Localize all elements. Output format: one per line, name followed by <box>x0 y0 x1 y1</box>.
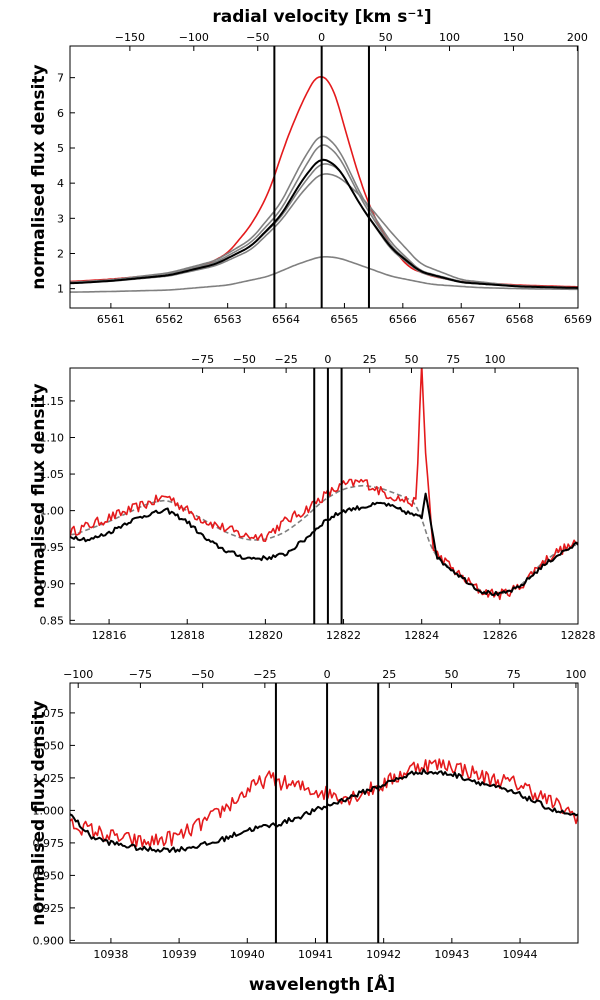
x-tick-label: 6566 <box>389 313 417 326</box>
velocity-tick-label: 25 <box>363 353 377 366</box>
plot-area <box>70 758 578 853</box>
x-tick-label: 12816 <box>92 629 127 642</box>
y-tick-label: 1.025 <box>33 772 65 785</box>
x-tick-label: 10938 <box>93 948 128 961</box>
x-tick-label: 6564 <box>272 313 300 326</box>
series-line-black-mean-spectrum <box>70 158 578 289</box>
velocity-tick-label: 50 <box>379 31 393 44</box>
series-line-gray-spectrum-5-weak- <box>70 255 578 293</box>
x-tick-label: 6562 <box>155 313 183 326</box>
velocity-tick-label: 0 <box>318 31 325 44</box>
axes-frame <box>69 367 579 625</box>
velocity-tick-label: 150 <box>503 31 524 44</box>
x-tick-label: 10939 <box>162 948 197 961</box>
velocity-tick-label: −100 <box>63 668 93 681</box>
velocity-tick-label: −50 <box>246 31 269 44</box>
y-tick-label: 1.15 <box>40 395 65 408</box>
plot-area <box>70 76 578 293</box>
y-tick-label: 1 <box>57 283 64 296</box>
velocity-tick-label: −100 <box>179 31 209 44</box>
panel-top-halpha: 6561 6562 6563 6564 6565 6566 6567 6568 6569 1 2 3 4… <box>29 31 592 326</box>
y-axis-label: normalised flux density <box>29 383 49 608</box>
x-tick-label: 10940 <box>230 948 265 961</box>
y-tick-label: 0.925 <box>33 902 65 915</box>
x-tick-label: 6567 <box>447 313 475 326</box>
velocity-tick-label: 100 <box>565 668 586 681</box>
y-tick-label: 0.900 <box>33 934 65 947</box>
series-line-gray-dashed-spectrum <box>70 484 578 595</box>
y-tick-label: 4 <box>57 177 64 190</box>
velocity-tick-label: 0 <box>324 353 331 366</box>
wavelength-axis-label: wavelength [Å] <box>249 972 395 995</box>
velocity-tick-label: −75 <box>191 353 214 366</box>
x-tick-label: 6568 <box>506 313 534 326</box>
velocity-tick-label: 100 <box>485 353 506 366</box>
velocity-tick-label: 25 <box>382 668 396 681</box>
y-tick-label: 1.000 <box>33 804 65 817</box>
velocity-tick-label: −25 <box>253 668 276 681</box>
x-tick-label: 10941 <box>298 948 333 961</box>
y-tick-label: 0.950 <box>33 869 65 882</box>
axes-frame <box>69 682 579 944</box>
x-tick-label: 6569 <box>564 313 592 326</box>
y-tick-label: 1.00 <box>40 505 65 518</box>
y-tick-label: 0.90 <box>40 578 65 591</box>
velocity-tick-label: 100 <box>439 31 460 44</box>
series-line-red-spectrum <box>70 76 578 288</box>
series-line-gray-spectrum-3 <box>70 163 578 289</box>
series-line-gray-spectrum-2 <box>70 144 578 289</box>
x-tick-label: 6565 <box>330 313 358 326</box>
velocity-tick-label: 200 <box>567 31 588 44</box>
y-tick-label: 0.85 <box>40 614 65 627</box>
velocity-tick-label: −50 <box>191 668 214 681</box>
velocity-tick-label: −50 <box>233 353 256 366</box>
x-tick-label: 12828 <box>561 629 596 642</box>
y-tick-label: 1.075 <box>33 707 65 720</box>
y-tick-label: 1.10 <box>40 431 65 444</box>
x-tick-label: 10944 <box>503 948 538 961</box>
velocity-tick-label: −75 <box>129 668 152 681</box>
y-tick-label: 2 <box>57 247 64 260</box>
y-axis-label: normalised flux density <box>29 700 49 925</box>
x-tick-label: 6561 <box>97 313 125 326</box>
x-tick-label: 12818 <box>170 629 205 642</box>
series-line-red-spectrum <box>70 368 578 601</box>
panel-middle: 12816 12818 12820 12822 12824 12826 12828 0.85 0… <box>29 353 596 642</box>
y-tick-label: 1.050 <box>33 739 65 752</box>
series-line-gray-spectrum-4 <box>70 173 578 289</box>
x-tick-label: 12824 <box>404 629 439 642</box>
velocity-tick-label: 50 <box>404 353 418 366</box>
y-tick-label: 0.95 <box>40 541 65 554</box>
panel-bottom: 10938 10939 10940 10941 10942 10943 10944 0.900… <box>29 668 586 961</box>
x-tick-label: 10943 <box>434 948 469 961</box>
series-line-black-spectrum <box>70 492 578 597</box>
velocity-tick-label: 75 <box>446 353 460 366</box>
y-tick-label: 3 <box>57 212 64 225</box>
y-tick-label: 1.05 <box>40 468 65 481</box>
x-tick-label: 10942 <box>366 948 401 961</box>
x-tick-label: 6563 <box>214 313 242 326</box>
velocity-tick-label: −150 <box>115 31 145 44</box>
y-tick-label: 6 <box>57 107 64 120</box>
velocity-tick-label: 50 <box>445 668 459 681</box>
x-tick-label: 12820 <box>248 629 283 642</box>
axes-frame <box>69 45 579 309</box>
plot-area <box>70 368 578 601</box>
velocity-tick-label: 0 <box>324 668 331 681</box>
y-tick-label: 0.975 <box>33 837 65 850</box>
series-line-black-spectrum <box>70 768 578 853</box>
y-tick-label: 5 <box>57 142 64 155</box>
y-axis-label: normalised flux density <box>29 64 49 289</box>
y-tick-label: 7 <box>57 72 64 85</box>
velocity-tick-label: 75 <box>507 668 521 681</box>
series-line-red-spectrum <box>70 758 578 848</box>
x-tick-label: 12826 <box>482 629 517 642</box>
figure-title: radial velocity [km s⁻¹] <box>212 7 431 27</box>
x-tick-label: 12822 <box>326 629 361 642</box>
velocity-tick-label: −25 <box>275 353 298 366</box>
